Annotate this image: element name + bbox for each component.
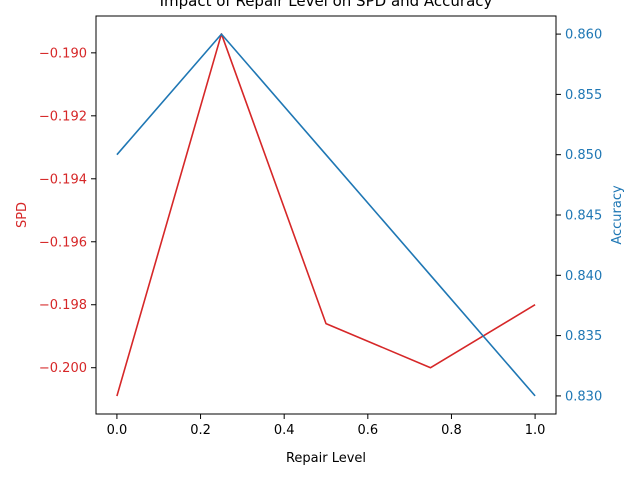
left-tick-label: −0.192 (39, 109, 87, 124)
right-y-axis: 0.830 0.835 0.840 0.845 0.850 0.855 0.860 (556, 28, 602, 404)
x-tick-label: 1.0 (525, 423, 546, 438)
chart-title: Impact of Repair Level on SPD and Accura… (160, 0, 493, 10)
x-tick-label: 0.0 (107, 423, 128, 438)
plot-frame (95, 15, 557, 415)
left-tick-label: −0.194 (39, 172, 87, 187)
x-tick-label: 0.4 (274, 423, 295, 438)
x-tick-label: 0.2 (190, 423, 211, 438)
left-tick-label: −0.196 (39, 235, 87, 250)
right-tick-label: 0.860 (565, 28, 602, 43)
right-tick-label: 0.845 (565, 209, 602, 224)
right-tick-label: 0.830 (565, 389, 602, 404)
left-tick-label: −0.200 (39, 361, 87, 376)
left-axis-label: SPD (15, 202, 30, 228)
right-tick-label: 0.855 (565, 88, 602, 103)
x-axis-label: Repair Level (286, 451, 366, 466)
right-tick-label: 0.840 (565, 269, 602, 284)
x-tick-label: 0.8 (441, 423, 462, 438)
x-axis: 0.0 0.2 0.4 0.6 0.8 1.0 (107, 414, 546, 438)
right-tick-label: 0.835 (565, 329, 602, 344)
left-tick-label: −0.198 (39, 298, 87, 313)
right-tick-label: 0.850 (565, 148, 602, 163)
right-axis-label: Accuracy (610, 185, 625, 245)
accuracy-series-line (116, 33, 536, 397)
left-y-axis: −0.200 −0.198 −0.196 −0.194 −0.192 −0.190 (39, 46, 96, 376)
left-tick-label: −0.190 (39, 46, 87, 61)
spd-series-line (116, 33, 536, 397)
x-tick-label: 0.6 (357, 423, 378, 438)
series-lines (116, 33, 536, 397)
